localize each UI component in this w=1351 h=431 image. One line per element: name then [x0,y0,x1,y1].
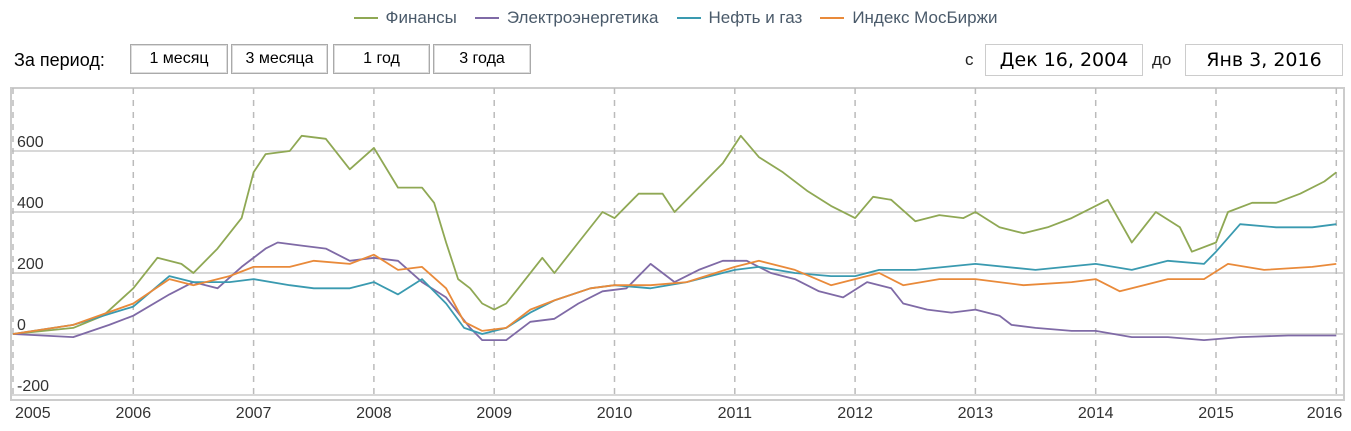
x-tick-label: 2012 [837,405,873,422]
x-tick-label: 2011 [718,405,753,422]
legend-swatch [820,17,845,19]
y-tick-label: 200 [17,256,44,273]
from-date-input[interactable]: Дек 16, 2004 [985,44,1143,76]
legend-label: Электроэнергетика [506,8,659,27]
legend-label: Финансы [385,8,457,27]
x-tick-label: 2009 [476,405,512,422]
period-label: За период: [14,50,105,70]
y-tick-label: 0 [17,317,26,334]
chart-legend: Финансы Электроэнергетика Нефть и газ Индек… [0,8,1351,28]
series-line [12,223,1337,335]
x-tick-label: 2016 [1307,405,1343,422]
from-label: с [965,50,974,69]
legend-item[interactable]: Нефть и газ [676,8,803,28]
y-tick-label: -200 [17,378,49,395]
period-1-year-button[interactable]: 1 год [333,44,430,74]
plot-frame [10,87,1345,401]
legend-swatch [353,17,378,19]
series-line [12,253,1337,335]
legend-label: Нефть и газ [708,8,803,27]
y-tick-label: 600 [17,134,44,151]
legend-item[interactable]: Индекс МосБиржи [820,8,997,28]
x-tick-label: 2007 [236,405,272,422]
series-line [12,134,1337,335]
legend-item[interactable]: Электроэнергетика [474,8,659,28]
x-tick-label: 2005 [15,405,51,422]
period-1-month-button[interactable]: 1 месяц [130,44,228,74]
x-tick-label: 2014 [1078,405,1114,422]
x-tick-label: 2015 [1198,405,1234,422]
period-3-years-button[interactable]: 3 года [433,44,531,74]
x-tick-label: 2010 [597,405,633,422]
legend-item[interactable]: Финансы [353,8,457,28]
x-tick-label: 2008 [356,405,392,422]
x-tick-label: 2006 [116,405,152,422]
legend-label: Индекс МосБиржи [852,8,998,27]
legend-swatch [676,17,701,19]
to-label: до [1152,50,1172,69]
x-tick-label: 2013 [958,405,994,422]
to-date-input[interactable]: Янв 3, 2016 [1185,44,1343,76]
legend-swatch [474,17,499,19]
period-3-months-button[interactable]: 3 месяца [231,44,328,74]
series-line [12,241,1337,341]
y-tick-label: 400 [17,195,44,212]
